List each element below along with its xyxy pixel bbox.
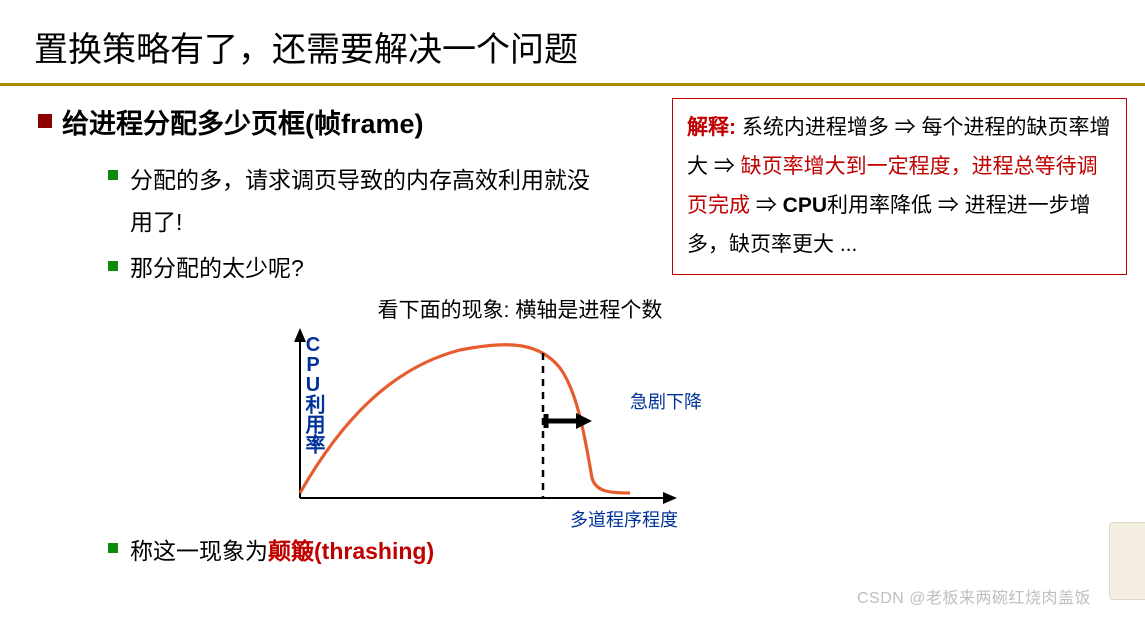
main-point-text: 给进程分配多少页框(帧frame) bbox=[62, 104, 424, 145]
conclusion-row: 称这一现象为颠簸(thrashing) bbox=[0, 532, 1145, 566]
explanation-box: 解释: 系统内进程增多 ⇒ 每个进程的缺页率增大 ⇒ 缺页率增大到一定程度，进程… bbox=[672, 98, 1127, 275]
bullet-square-small-icon bbox=[108, 261, 118, 271]
drop-label: 急剧下降 bbox=[630, 388, 702, 414]
thrashing-term: 颠簸(thrashing) bbox=[268, 538, 434, 564]
bullet-square-icon bbox=[38, 114, 52, 128]
arrow-head-icon bbox=[576, 413, 592, 429]
slide-title: 置换策略有了，还需要解决一个问题 bbox=[0, 0, 1145, 83]
sub-point-a: 分配的多，请求调页导致的内存高效利用就没用了! bbox=[130, 159, 590, 244]
chart-caption: 看下面的现象: 横轴是进程个数 bbox=[200, 294, 840, 324]
bullet-square-small-icon bbox=[108, 543, 118, 553]
watermark: CSDN @老板来两碗红烧肉盖饭 bbox=[857, 584, 1091, 608]
bullet-square-small-icon bbox=[108, 170, 118, 180]
side-thumbnail bbox=[1109, 522, 1145, 600]
box-seg3: ⇒ bbox=[750, 194, 783, 217]
conclusion-prefix: 称这一现象为 bbox=[130, 538, 268, 564]
box-seg4: CPU bbox=[783, 194, 827, 217]
conclusion-text: 称这一现象为颠簸(thrashing) bbox=[130, 532, 434, 566]
chart-xlabel: 多道程序程度 bbox=[570, 506, 678, 532]
chart-svg bbox=[280, 328, 700, 523]
slide: 置换策略有了，还需要解决一个问题 给进程分配多少页框(帧frame) 分配的多，… bbox=[0, 0, 1145, 622]
chart: CPU 利用率 bbox=[200, 328, 840, 528]
explain-label: 解释: bbox=[687, 116, 736, 139]
sub-point-b: 那分配的太少呢? bbox=[130, 250, 304, 287]
